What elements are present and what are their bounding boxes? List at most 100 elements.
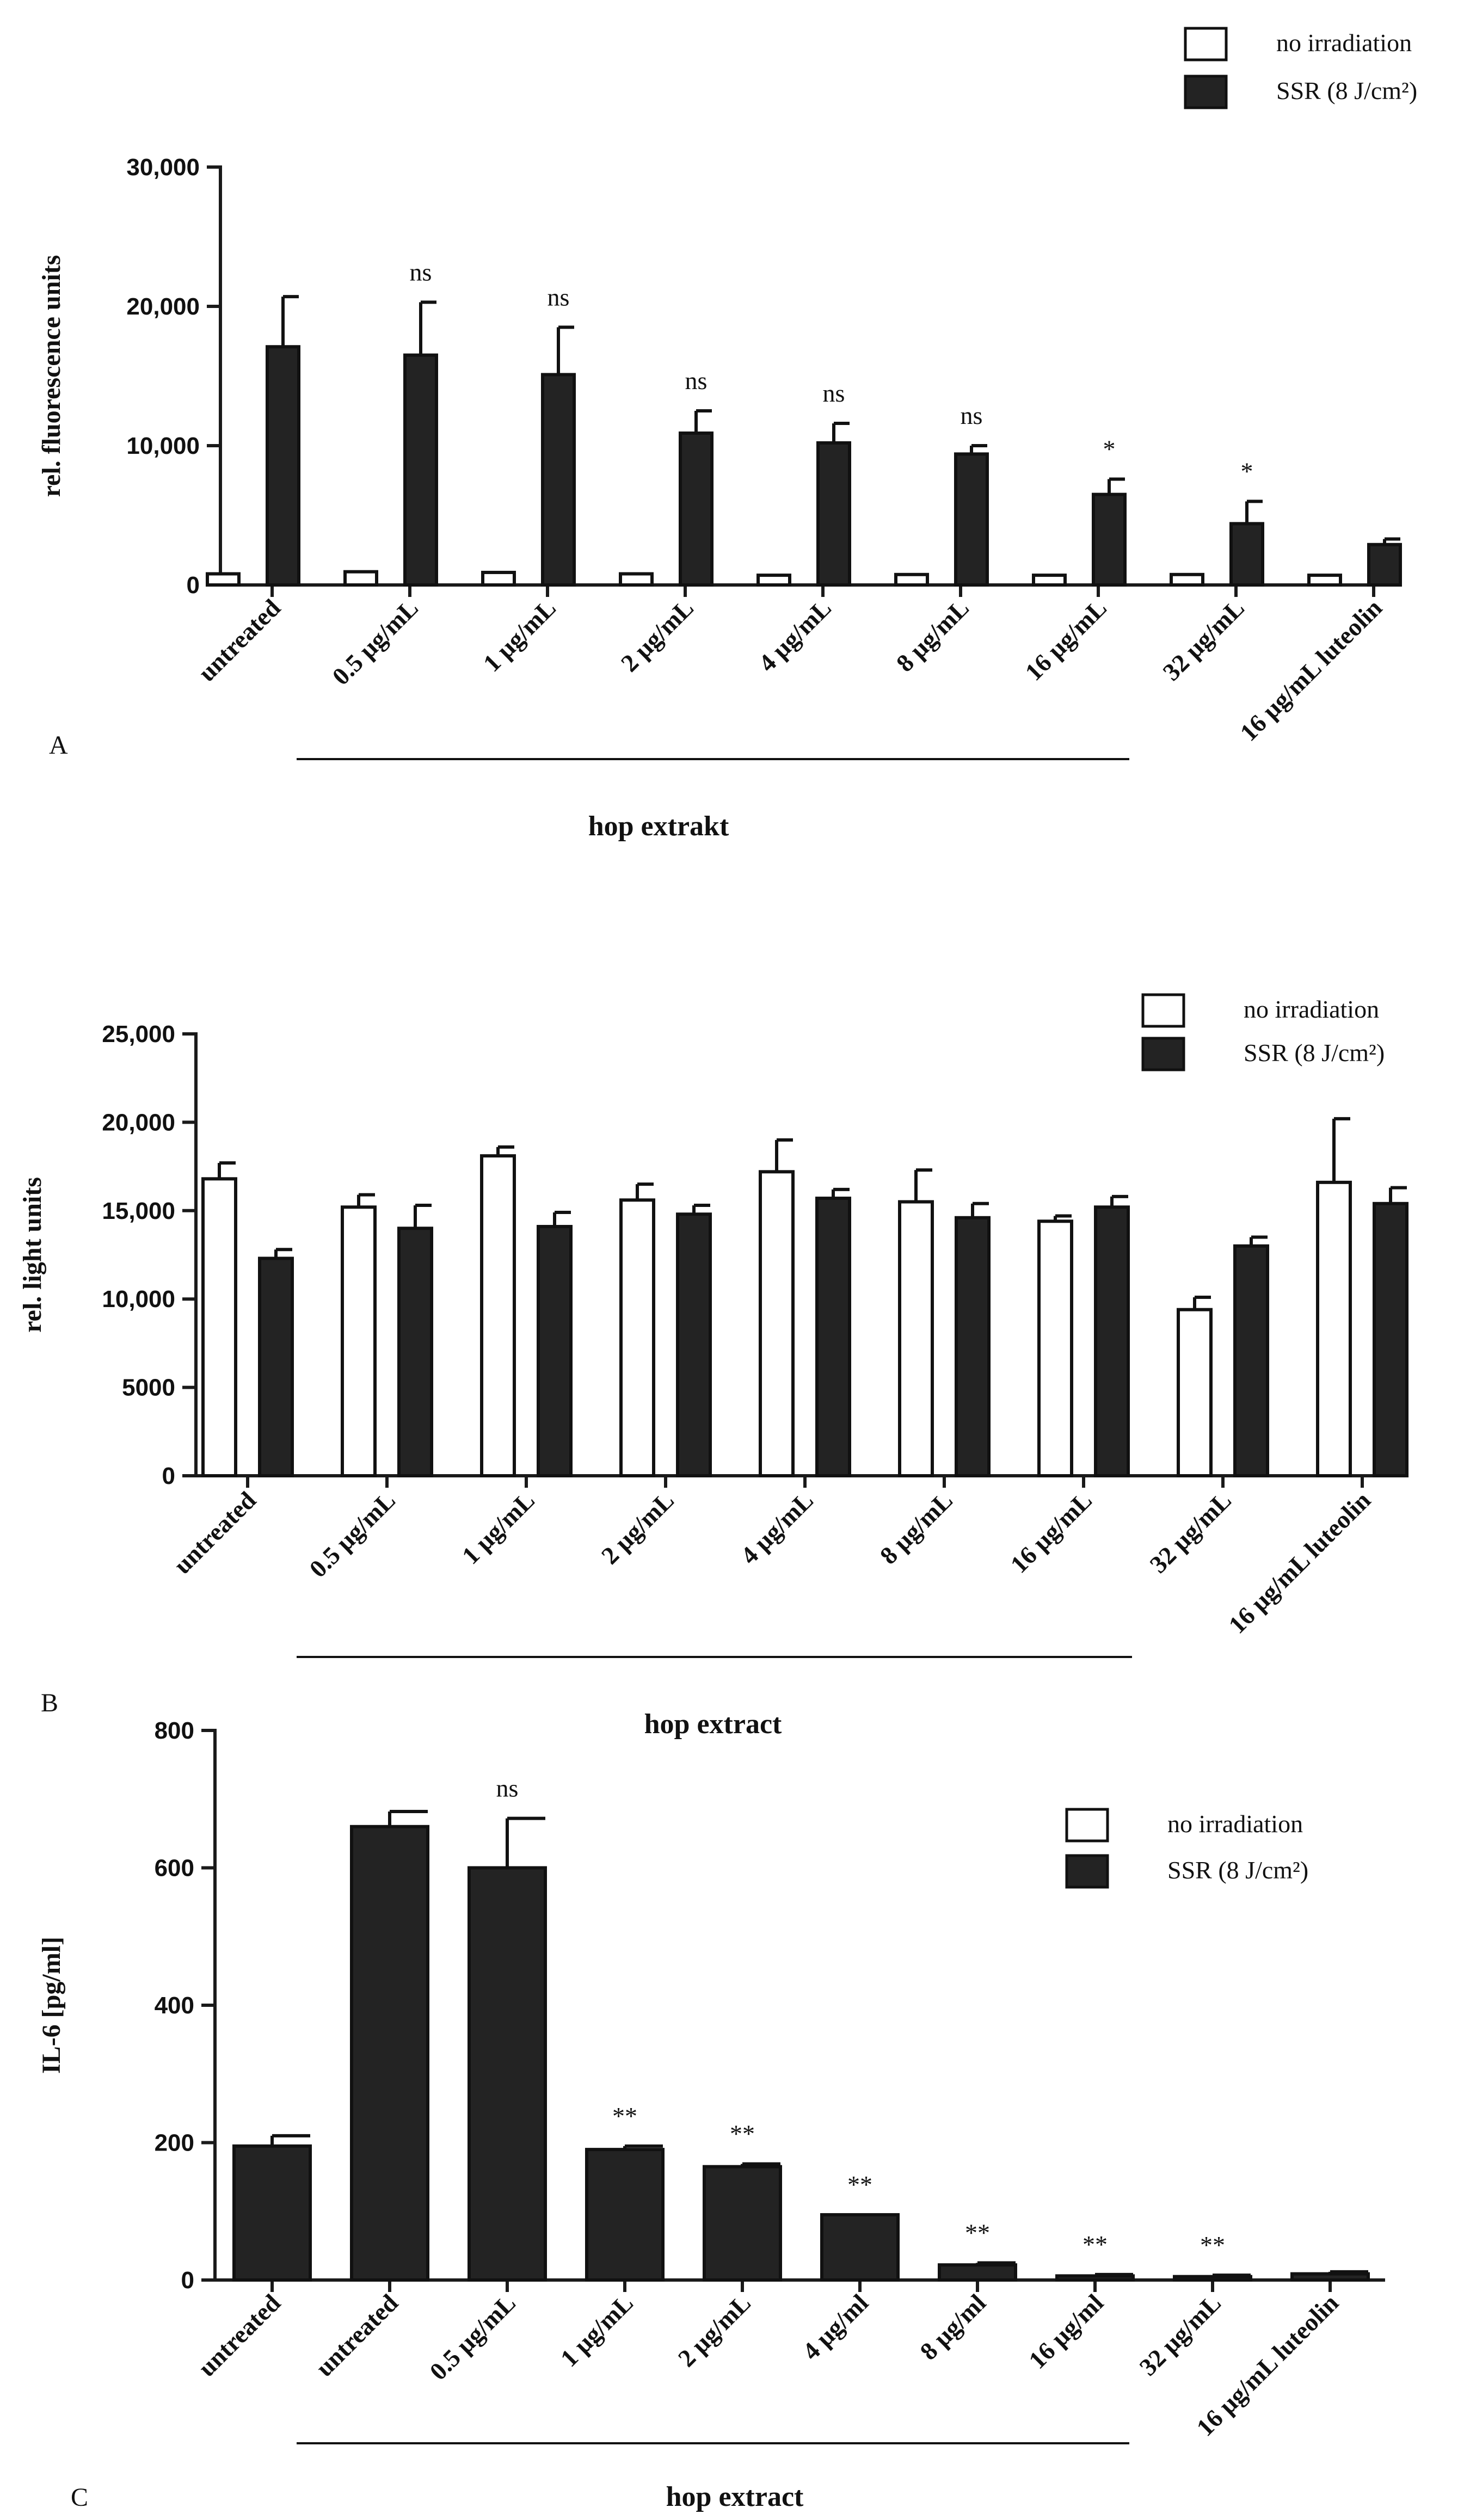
x-tick-label: 32 µg/mL bbox=[1134, 2289, 1227, 2381]
x-tick-label: 4 µg/mL bbox=[735, 1486, 819, 1569]
legend-label: SSR (8 J/cm²) bbox=[1244, 1039, 1385, 1067]
x-tick-label: 0.5 µg/mL bbox=[424, 2289, 521, 2386]
x-tick-label: 8 µg/mL bbox=[891, 594, 974, 677]
bar-ssr bbox=[1229, 522, 1264, 587]
x-tick-label: untreated bbox=[193, 594, 286, 687]
y-tick-label: 200 bbox=[155, 2130, 194, 2157]
chart-panel-b: 0 5000 10,000 15,000 20,000 25,000 rel. light … bbox=[18, 993, 1409, 1740]
bar-ssr bbox=[703, 2165, 782, 2282]
bar-no-irradiation bbox=[1177, 1308, 1213, 1477]
bar-ssr bbox=[403, 353, 438, 587]
y-tick-label: 400 bbox=[155, 1992, 194, 2019]
x-tick-label: 8 µg/ml bbox=[914, 2289, 991, 2365]
x-tick-label: 4 µg/ml bbox=[797, 2289, 874, 2365]
y-tick-label: 10,000 bbox=[102, 1286, 175, 1313]
bar-ssr bbox=[1233, 1244, 1269, 1477]
chart-panel-c: 0 200 400 600 800 IL-6 [pg/ml] untreated untrea… bbox=[37, 1717, 1385, 2512]
y-tick-label: 0 bbox=[162, 1463, 175, 1489]
y-tick-label: 600 bbox=[155, 1855, 194, 1882]
bar-ssr bbox=[816, 441, 851, 587]
bar-ssr bbox=[1055, 2274, 1135, 2282]
x-tick-label: 32 µg/mL bbox=[1158, 594, 1250, 686]
significance-marker: ns bbox=[685, 367, 708, 395]
legend-label: SSR (8 J/cm²) bbox=[1276, 77, 1417, 104]
y-axis-title: rel. light units bbox=[18, 1177, 47, 1333]
x-tick-label: 1 µg/mL bbox=[478, 594, 561, 677]
legend-swatch-no-irradiation bbox=[1065, 1808, 1109, 1843]
bar-ssr bbox=[537, 1225, 573, 1477]
significance-marker: ** bbox=[965, 2219, 990, 2246]
significance-marker: ** bbox=[847, 2171, 872, 2198]
bar-ssr bbox=[820, 2213, 900, 2282]
legend-label: no irradiation bbox=[1244, 995, 1379, 1023]
panel-letter: B bbox=[41, 1689, 58, 1717]
y-tick-label: 10,000 bbox=[126, 433, 200, 459]
legend: no irradiation SSR (8 J/cm²) bbox=[1141, 993, 1385, 1071]
x-tick-label: 2 µg/mL bbox=[616, 594, 699, 677]
significance-marker: ns bbox=[961, 402, 983, 429]
x-tick-label: untreated bbox=[310, 2289, 403, 2382]
significance-marker: ** bbox=[1200, 2231, 1225, 2259]
significance-marker: ns bbox=[496, 1775, 519, 1802]
x-tick-label: 1 µg/mL bbox=[555, 2289, 638, 2372]
panel-letter: C bbox=[71, 2483, 88, 2512]
y-tick-label: 20,000 bbox=[102, 1109, 175, 1136]
x-tick-label: untreated bbox=[168, 1486, 261, 1579]
significance-marker: ** bbox=[730, 2120, 755, 2148]
bar-ssr bbox=[1373, 1202, 1409, 1478]
bar-ssr bbox=[955, 1216, 991, 1477]
x-tick-label: 16 µg/mL luteolin bbox=[1223, 1486, 1376, 1639]
x-tick-label: 0.5 µg/mL bbox=[327, 594, 423, 691]
significance-marker: ** bbox=[1082, 2231, 1108, 2258]
group-label: hop extract bbox=[666, 2481, 804, 2512]
x-tick-label: 16 µg/mL bbox=[1020, 594, 1112, 686]
significance-marker: ns bbox=[548, 283, 570, 311]
bar-ssr bbox=[1173, 2275, 1252, 2282]
y-tick-label: 25,000 bbox=[102, 1021, 175, 1048]
x-tick-label: 2 µg/mL bbox=[596, 1486, 679, 1569]
bar-ssr bbox=[397, 1227, 433, 1478]
significance-marker: ns bbox=[823, 379, 845, 407]
legend-swatch-ssr bbox=[1184, 75, 1228, 109]
bar-no-irradiation bbox=[341, 1205, 377, 1477]
bar-ssr bbox=[1094, 1205, 1130, 1477]
bar-ssr bbox=[938, 2263, 1017, 2282]
bar-no-irradiation bbox=[759, 1170, 795, 1477]
legend: no irradiation SSR (8 J/cm²) bbox=[1184, 27, 1417, 109]
bar-ssr bbox=[679, 431, 714, 587]
bar-ssr bbox=[350, 1825, 429, 2282]
bar-no-irradiation bbox=[206, 572, 241, 587]
y-tick-label: 0 bbox=[187, 572, 200, 599]
bar-no-irradiation bbox=[619, 1198, 655, 1477]
x-tick-label: 16 µg/ml bbox=[1023, 2289, 1109, 2374]
x-tick-label: 16 µg/mL luteolin bbox=[1234, 594, 1387, 747]
bar-no-irradiation bbox=[343, 570, 378, 587]
legend-swatch-ssr bbox=[1141, 1037, 1185, 1071]
legend-swatch-no-irradiation bbox=[1141, 993, 1185, 1028]
legend-swatch-no-irradiation bbox=[1184, 27, 1228, 61]
bar-no-irradiation bbox=[756, 574, 791, 587]
bar-ssr bbox=[815, 1197, 851, 1477]
bar-no-irradiation bbox=[480, 1154, 516, 1478]
bar-no-irradiation bbox=[1037, 1219, 1073, 1478]
bar-no-irradiation bbox=[1170, 572, 1204, 587]
legend-swatch-ssr bbox=[1065, 1854, 1109, 1889]
x-tick-label: 8 µg/mL bbox=[875, 1486, 958, 1569]
bar-no-irradiation bbox=[1307, 574, 1342, 587]
x-tick-label: 16 µg/mL bbox=[1005, 1486, 1098, 1579]
bar-ssr bbox=[1367, 543, 1402, 587]
x-tick-label: 1 µg/mL bbox=[457, 1486, 540, 1569]
bar-ssr bbox=[468, 1866, 547, 2282]
panel-letter: A bbox=[49, 731, 68, 760]
x-tick-label: 32 µg/mL bbox=[1145, 1486, 1237, 1579]
chart-panel-a: 0 10,000 20,000 30,000 rel. fluorescence uni… bbox=[37, 27, 1417, 842]
bar-ssr bbox=[232, 2144, 312, 2282]
bar-no-irradiation bbox=[619, 572, 654, 587]
bar-ssr bbox=[541, 373, 576, 587]
bar-ssr bbox=[954, 452, 989, 587]
x-tick-label: 0.5 µg/mL bbox=[304, 1486, 401, 1583]
bar-no-irradiation bbox=[894, 572, 929, 587]
y-axis-title: IL-6 [pg/ml] bbox=[37, 1937, 66, 2074]
significance-marker: ** bbox=[612, 2102, 637, 2130]
